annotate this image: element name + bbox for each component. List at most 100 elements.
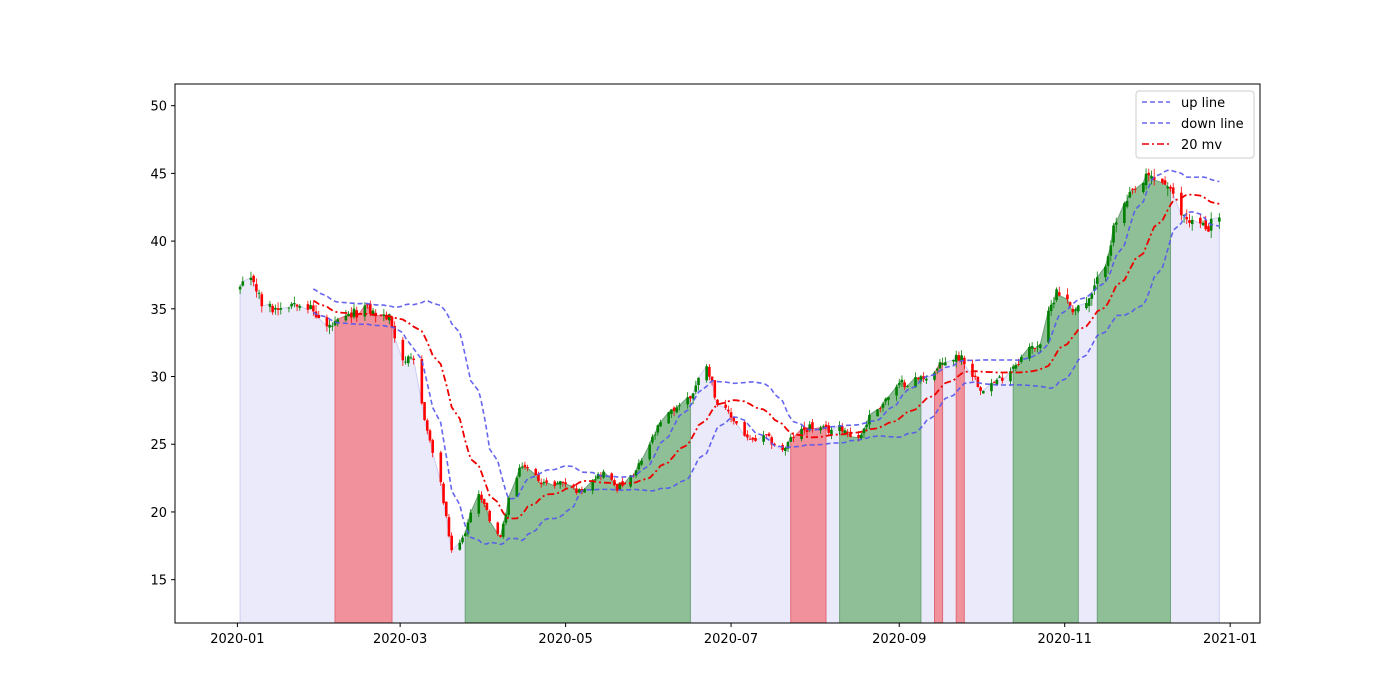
candle-body <box>1093 285 1096 291</box>
candle-191 <box>963 355 966 370</box>
candle-body <box>900 379 904 383</box>
candle-250 <box>1188 213 1191 228</box>
candle-body <box>401 339 405 361</box>
candle-body <box>466 522 470 535</box>
candle-body <box>545 480 548 483</box>
candles <box>238 168 1221 553</box>
candle-133 <box>746 430 749 441</box>
candle-185 <box>941 357 944 366</box>
candle-body <box>290 303 293 307</box>
candle-52 <box>439 450 443 486</box>
candle-body <box>808 424 812 431</box>
candle-body <box>992 382 996 383</box>
candle-body <box>1038 344 1042 349</box>
candle-125 <box>713 380 717 400</box>
candle-body <box>526 467 529 469</box>
candle-body <box>1169 186 1172 189</box>
candle-body <box>938 362 942 369</box>
candle-187 <box>952 359 955 365</box>
candle-221 <box>1076 305 1080 314</box>
candle-195 <box>979 386 982 396</box>
candle-body <box>501 523 505 537</box>
candle-47 <box>420 355 424 405</box>
candle-22 <box>325 314 329 332</box>
candle-body <box>406 356 410 364</box>
candle-137 <box>762 430 765 446</box>
candle-57 <box>458 539 462 551</box>
candle-body <box>786 441 790 449</box>
candle-body <box>577 489 581 493</box>
candle-5 <box>257 289 261 299</box>
candle-135 <box>751 437 755 443</box>
candle-body <box>293 303 296 305</box>
candle-body <box>805 427 809 433</box>
candle-237 <box>1142 182 1145 194</box>
candle-body <box>542 482 546 484</box>
candle-body <box>385 314 388 320</box>
candle-body <box>575 488 578 493</box>
candle-body <box>390 316 394 328</box>
y-tick-label-1: 20 <box>150 506 167 521</box>
y-tick-label-7: 50 <box>150 100 167 115</box>
candle-body <box>556 483 559 485</box>
candle-body <box>564 482 567 485</box>
candle-body <box>1076 305 1080 312</box>
candle-body <box>1001 377 1004 381</box>
x-tick-label-2: 2020-05 <box>538 632 592 647</box>
candle-body <box>317 314 321 319</box>
candle-body <box>469 512 472 523</box>
candle-body <box>1150 176 1153 179</box>
candle-210 <box>1036 341 1039 353</box>
y-tick-label-4: 35 <box>150 303 167 318</box>
candle-body <box>238 286 242 290</box>
candle-body <box>1106 256 1110 267</box>
candle-body <box>640 460 643 465</box>
candle-131 <box>735 420 738 426</box>
candle-219 <box>1071 305 1075 316</box>
candle-184 <box>938 358 942 370</box>
candle-16 <box>298 304 302 311</box>
candle-147 <box>800 425 803 442</box>
candle-62 <box>477 490 481 518</box>
candle-body <box>868 414 871 425</box>
candle-body <box>843 430 847 434</box>
candle-183 <box>935 367 939 375</box>
candle-9 <box>274 304 277 315</box>
candle-body <box>431 440 434 453</box>
candle-body <box>735 421 738 424</box>
candle-112 <box>667 411 670 425</box>
candle-body <box>629 475 632 487</box>
candle-61 <box>469 509 472 524</box>
candle-116 <box>678 402 681 411</box>
candle-body <box>1017 364 1020 365</box>
candle-252 <box>1199 214 1202 229</box>
candle-body <box>840 426 844 432</box>
candle-body <box>268 303 272 307</box>
candle-body <box>463 533 467 537</box>
candle-173 <box>897 378 901 388</box>
candle-body <box>504 514 508 523</box>
candle-197 <box>990 378 993 397</box>
y-tick-label-5: 40 <box>150 235 167 250</box>
candle-body <box>724 404 727 408</box>
candle-128 <box>727 405 730 414</box>
legend-label-20-mv: 20 mv <box>1181 138 1222 153</box>
candle-56 <box>450 532 453 553</box>
candle-body <box>1055 289 1058 301</box>
candle-body <box>274 307 277 310</box>
candle-body <box>811 422 814 429</box>
candle-body <box>765 434 768 436</box>
candle-223 <box>1087 297 1091 313</box>
candle-body <box>751 437 755 440</box>
candle-body <box>1190 219 1194 225</box>
candle-body <box>862 428 866 434</box>
candle-body <box>1052 302 1056 305</box>
candle-249 <box>1185 209 1189 224</box>
candle-body <box>963 357 966 365</box>
candle-59 <box>463 530 467 537</box>
candle-201 <box>1001 372 1004 384</box>
candle-body <box>957 355 961 361</box>
candle-148 <box>803 421 806 435</box>
candle-body <box>1147 172 1151 176</box>
candle-body <box>792 437 795 439</box>
